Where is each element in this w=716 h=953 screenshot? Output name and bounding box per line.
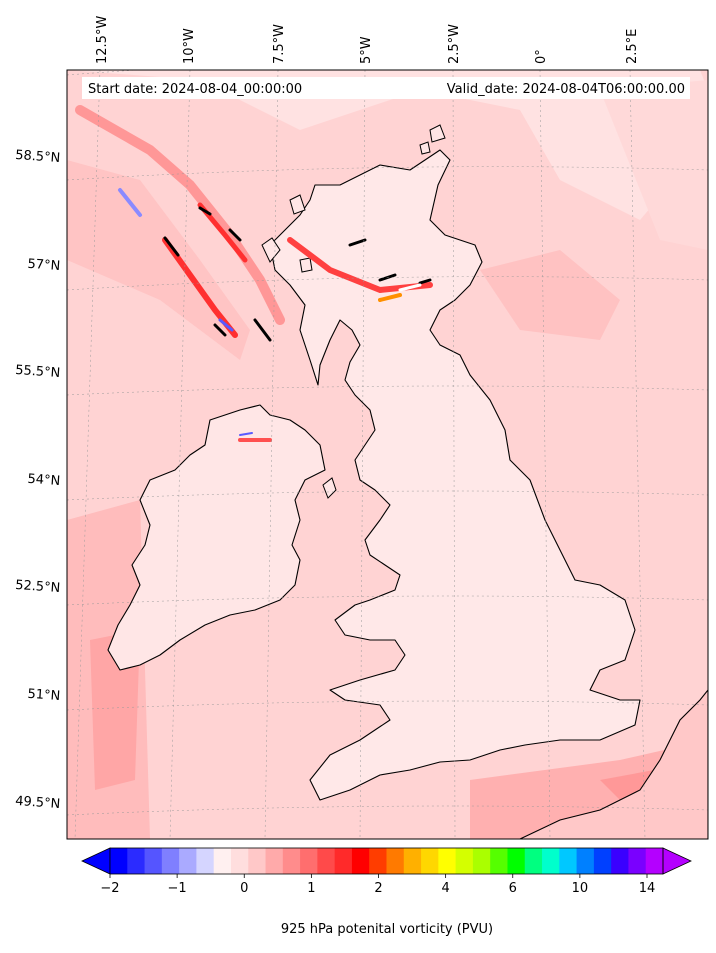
- lon-label: 7.5°W: [272, 24, 287, 64]
- start-date-label: Start date: 2024-08-04_00:00:00: [88, 82, 302, 97]
- colorbar-swatch: [230, 848, 249, 874]
- colorbar-swatch: [334, 848, 353, 874]
- colorbar-swatch: [611, 848, 629, 874]
- lat-label: 52.5°N: [15, 578, 61, 596]
- valid-date-label: Valid_date: 2024-08-04T06:00:00.00: [447, 82, 685, 97]
- colorbar-swatch: [317, 848, 336, 874]
- header-box: [82, 77, 690, 99]
- colorbar: −2 −1 0 1 2 4 6 10 14: [81, 847, 692, 896]
- colorbar-tick-label: 14: [639, 881, 656, 896]
- colorbar-extend-max: [662, 847, 692, 875]
- france-coast: [519, 689, 708, 839]
- orkney-islands: [419, 124, 446, 155]
- colorbar-swatch: [421, 848, 439, 874]
- lat-label: 51°N: [27, 687, 61, 704]
- colorbar-swatch: [507, 848, 526, 874]
- graticule: [67, 70, 708, 839]
- colorbar-swatch: [628, 848, 647, 874]
- lon-label: 2.5°W: [447, 24, 462, 64]
- colorbar-swatch: [455, 848, 474, 874]
- hebrides-islands: [261, 194, 313, 273]
- colorbar-frame: [109, 847, 664, 875]
- colorbar-swatch: [179, 848, 197, 874]
- lat-label: 57°N: [27, 257, 61, 274]
- lat-label: 58.5°N: [15, 148, 61, 166]
- colorbar-tick-label: 6: [509, 881, 517, 896]
- colorbar-tick-label: 4: [441, 881, 449, 896]
- colorbar-swatch: [593, 848, 612, 874]
- colorbar-extend-min: [81, 847, 111, 875]
- lon-label: 10°W: [182, 28, 197, 64]
- latitude-labels: 58.5°N 57°N 55.5°N 54°N 52.5°N 51°N 49.5…: [15, 148, 61, 812]
- colorbar-swatch: [403, 848, 422, 874]
- colorbar-tick-label: −2: [100, 881, 119, 896]
- colorbar-swatch: [369, 848, 387, 874]
- colorbar-swatch: [127, 848, 146, 874]
- colorbar-swatch: [265, 848, 284, 874]
- colorbar-swatch: [490, 848, 508, 874]
- colorbar-swatch: [110, 848, 128, 874]
- landmass-ireland: [107, 404, 326, 671]
- colorbar-swatch: [576, 848, 595, 874]
- colorbar-swatch: [196, 848, 215, 874]
- colorbar-swatch: [213, 848, 232, 874]
- map-frame: [66, 69, 709, 840]
- colorbar-swatch: [524, 848, 543, 874]
- map-area: Start date: 2024-08-04_00:00:00 Valid_da…: [67, 70, 708, 839]
- field-shading: [67, 70, 708, 839]
- colorbar-swatch: [386, 848, 405, 874]
- colorbar-tick-label: 2: [374, 881, 382, 896]
- landmass-britain: [269, 149, 641, 801]
- lon-label: 12.5°W: [95, 16, 110, 64]
- lat-label: 55.5°N: [15, 363, 61, 381]
- lat-label: 49.5°N: [15, 794, 61, 812]
- colorbar-swatch: [438, 848, 457, 874]
- colorbar-swatch: [300, 848, 318, 874]
- isle-of-man: [322, 477, 337, 499]
- lon-label: 5°W: [359, 36, 374, 64]
- colorbar-tick-label: 10: [572, 881, 589, 896]
- colorbar-tick-label: 0: [240, 881, 248, 896]
- colorbar-label: 925 hPa potenital vorticity (PVU): [281, 922, 493, 937]
- colorbar-tick-label: −1: [168, 881, 187, 896]
- colorbar-swatch: [559, 848, 578, 874]
- colorbar-tick-label: 1: [307, 881, 315, 896]
- colorbar-swatch: [282, 848, 301, 874]
- lon-label: 2.5°E: [625, 29, 640, 64]
- lon-label: 0°: [534, 49, 549, 64]
- colorbar-swatch: [645, 848, 664, 874]
- colorbar-swatch: [161, 848, 180, 874]
- colorbar-swatch: [144, 848, 163, 874]
- colorbar-swatch: [248, 848, 267, 874]
- longitude-labels: 12.5°W 10°W 7.5°W 5°W 2.5°W 0° 2.5°E: [95, 16, 640, 64]
- colorbar-swatch: [472, 848, 491, 874]
- pv-streaks: [75, 105, 433, 442]
- colorbar-swatch: [351, 848, 370, 874]
- lat-label: 54°N: [27, 472, 61, 489]
- colorbar-swatch: [542, 848, 560, 874]
